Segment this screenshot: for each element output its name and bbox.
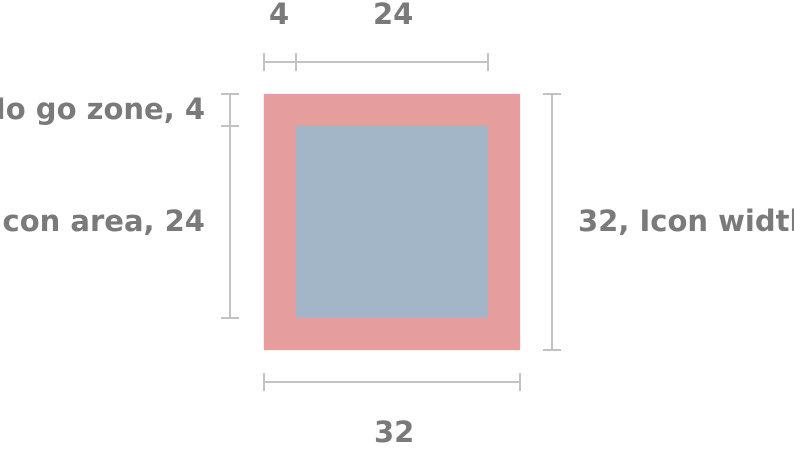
icon-area-label: Icon area, 24 (0, 204, 205, 238)
top-dimension-line (263, 53, 489, 71)
icon-area (296, 126, 488, 318)
top-right-dimension-label: 24 (373, 0, 414, 31)
top-left-dimension-label: 4 (269, 0, 290, 31)
bottom-dimension-line (263, 373, 521, 391)
bottom-dimension-label: 32 (374, 415, 415, 449)
no-go-zone-label: No go zone, 4 (0, 92, 205, 126)
right-dimension-line (543, 93, 561, 351)
pixel-grid-lines (263, 93, 521, 351)
left-dimension-line (221, 93, 239, 319)
icon-width-label: 32, Icon width (578, 204, 794, 238)
